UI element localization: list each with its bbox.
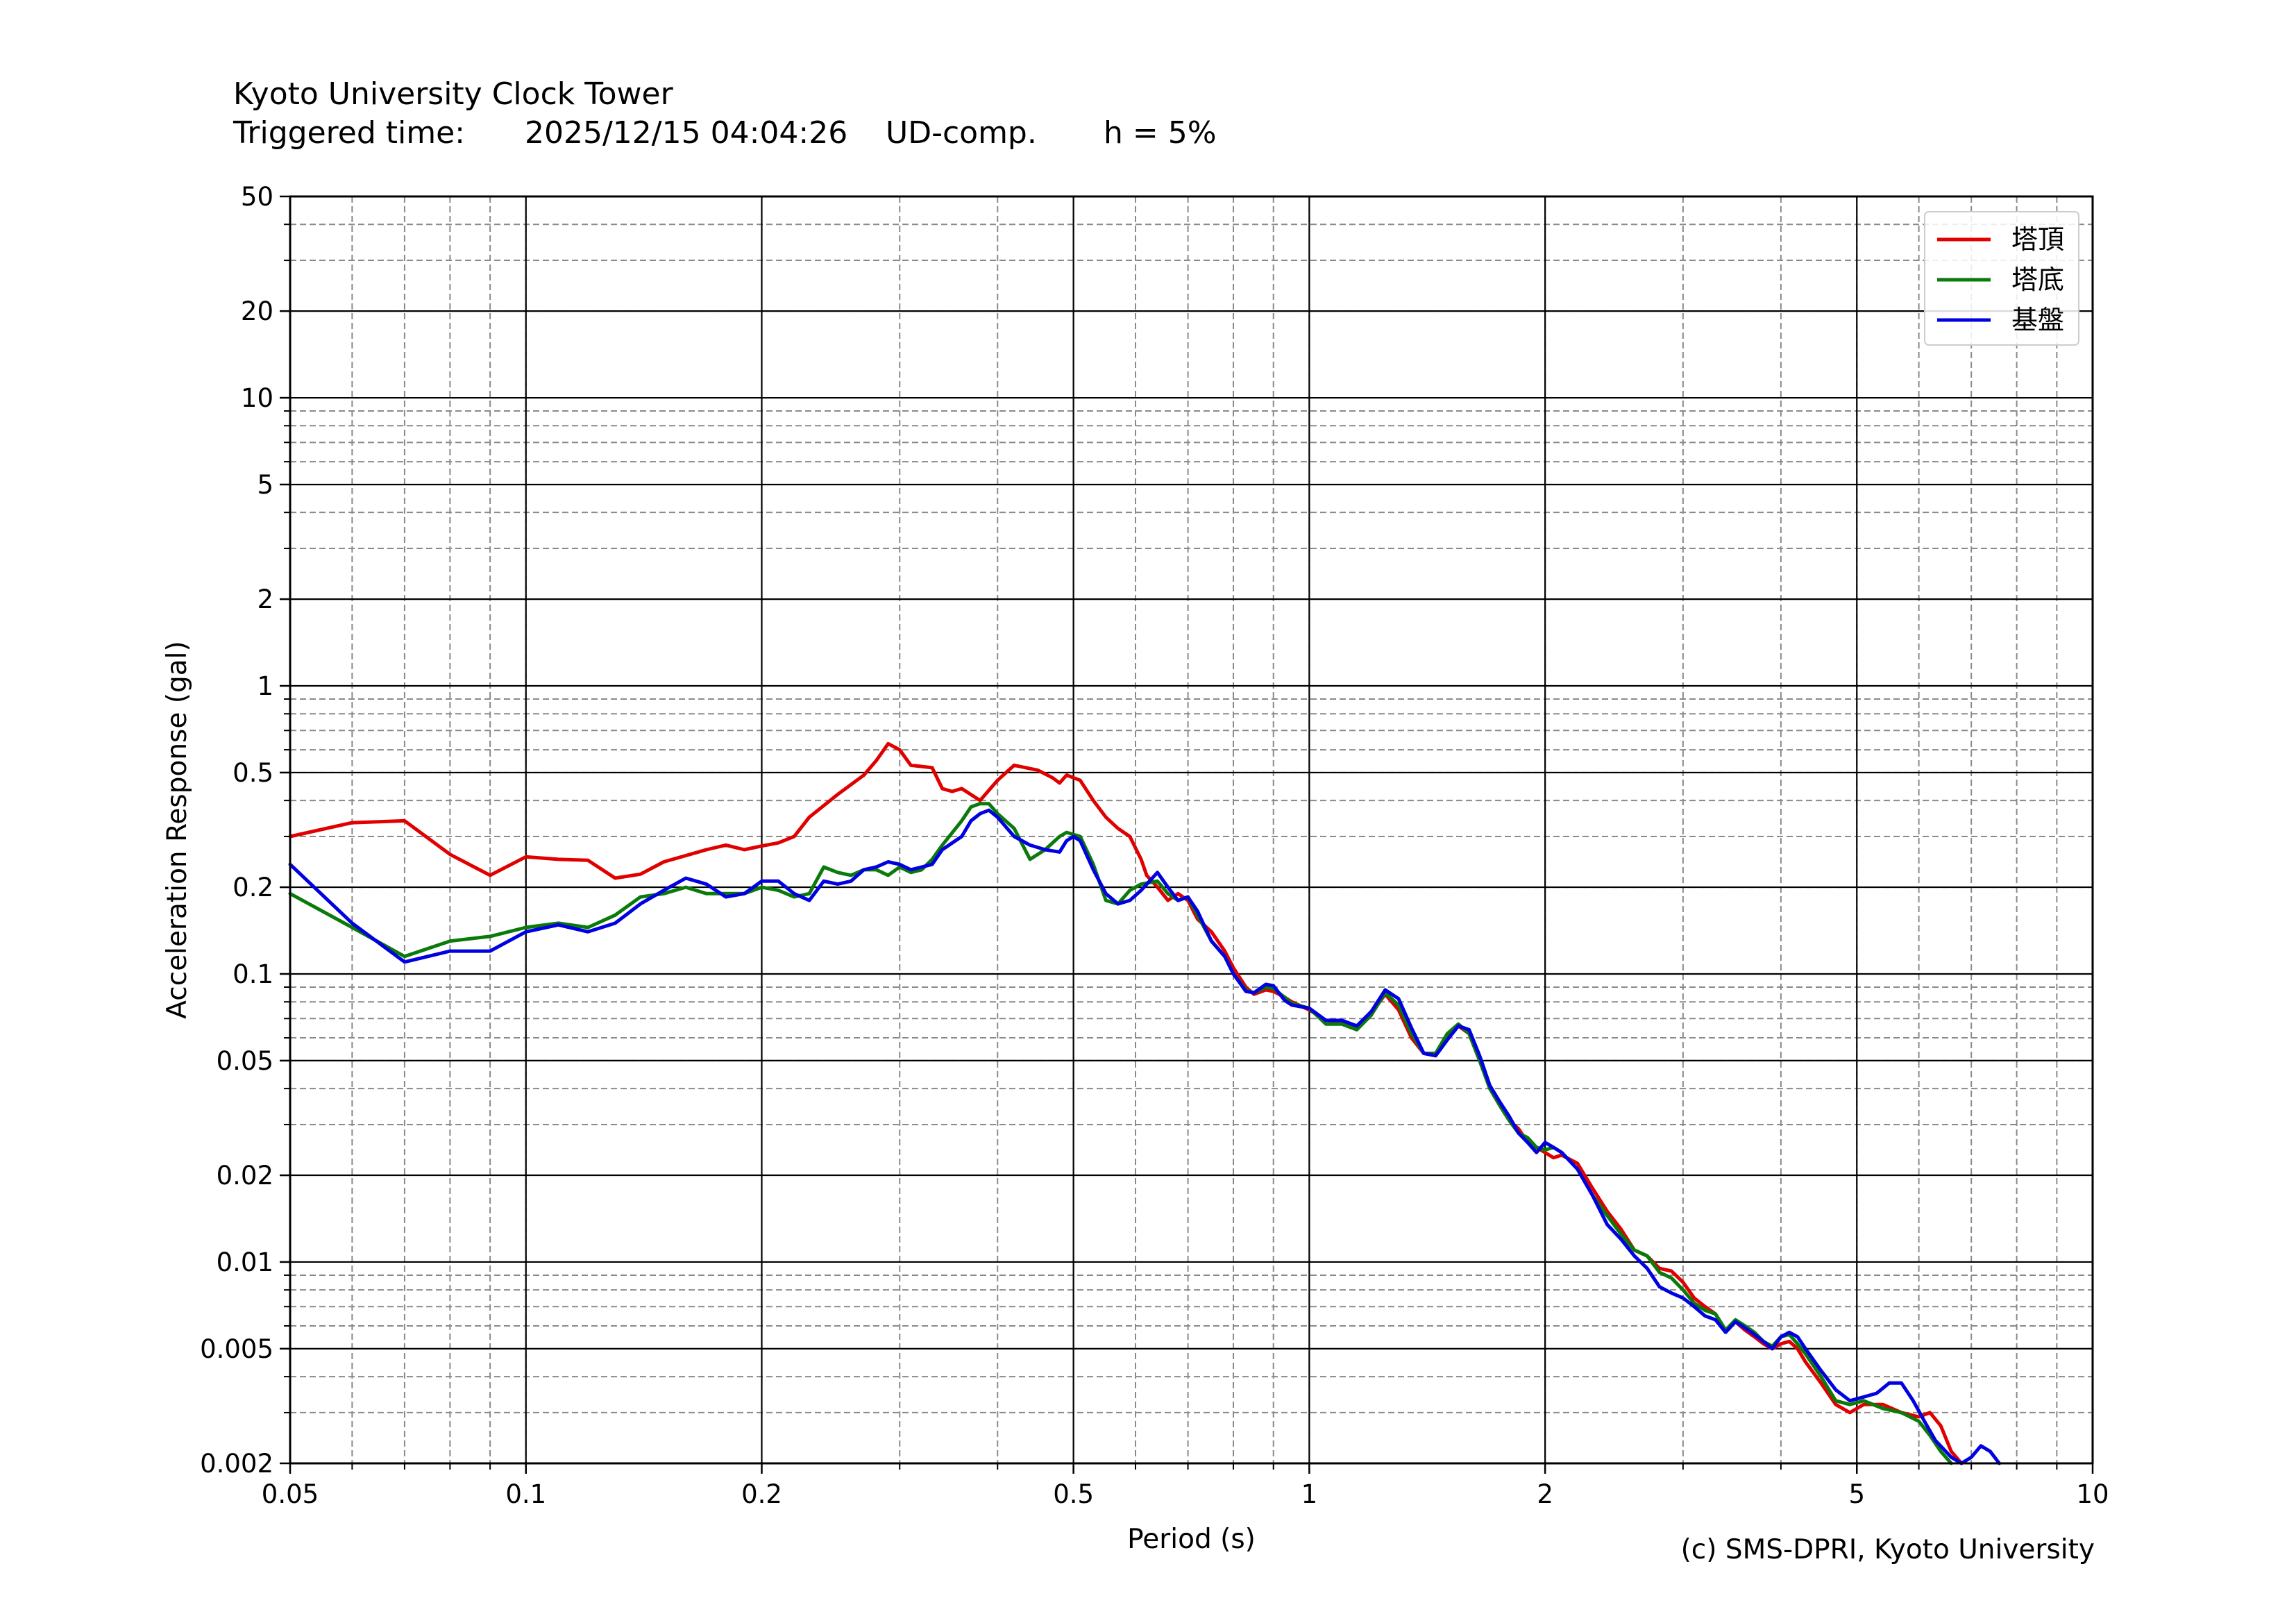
x-tick-label: 2 xyxy=(1537,1479,1553,1509)
y-tick-label: 0.02 xyxy=(217,1161,273,1191)
series-layer xyxy=(288,741,2001,1465)
chart-header: Kyoto University Clock Tower Triggered t… xyxy=(233,75,1217,153)
y-tick-label: 0.1 xyxy=(233,959,273,989)
x-tick-label: 5 xyxy=(1848,1479,1865,1509)
y-tick-label: 10 xyxy=(241,383,273,413)
y-tick-label: 0.002 xyxy=(200,1449,273,1479)
credit-text: (c) SMS-DPRI, Kyoto University xyxy=(1680,1534,2095,1565)
x-tick-label: 0.05 xyxy=(262,1479,319,1509)
x-tick-label: 0.5 xyxy=(1053,1479,1094,1509)
y-tick-label: 0.05 xyxy=(217,1046,273,1076)
x-axis-label: Period (s) xyxy=(1127,1524,1256,1555)
chart-title: Kyoto University Clock Tower xyxy=(233,76,673,112)
legend-label: 塔底 xyxy=(2011,264,2064,295)
component-label: UD-comp. xyxy=(886,115,1037,151)
y-tick-label: 2 xyxy=(257,585,273,614)
legend-label: 基盤 xyxy=(2011,305,2064,335)
y-tick-label: 0.5 xyxy=(233,758,273,788)
info-row: Triggered time: 2025/12/15 04:04:26 UD-com… xyxy=(233,114,1217,153)
damping-label: h = 5% xyxy=(1104,115,1217,151)
legend-box xyxy=(1924,211,2079,346)
y-tick-label: 20 xyxy=(241,296,273,326)
y-tick-label: 5 xyxy=(257,470,273,500)
x-tick-labels: 0.05 0.1 0.2 0.5 1 2 5 10 xyxy=(262,1479,2109,1509)
tick-marks xyxy=(280,195,2094,1474)
series-line-1 xyxy=(288,741,1964,1465)
x-tick-label: 0.1 xyxy=(505,1479,546,1509)
major-grid xyxy=(289,195,2094,1465)
x-tick-label: 0.2 xyxy=(741,1479,782,1509)
minor-grid xyxy=(289,196,2093,1464)
triggered-label: Triggered time: xyxy=(233,115,465,151)
x-tick-label: 1 xyxy=(1301,1479,1318,1509)
triggered-value: 2025/12/15 04:04:26 xyxy=(525,115,848,151)
y-tick-label: 1 xyxy=(257,671,273,701)
y-tick-label: 0.2 xyxy=(233,873,273,902)
y-tick-labels: 0.002 0.005 0.01 0.02 0.05 0.1 0.2 0.5 1 2 5 10 20 50 xyxy=(200,182,273,1479)
series-line-3 xyxy=(288,808,2001,1465)
y-tick-label: 0.01 xyxy=(217,1247,273,1277)
y-axis-label: Acceleration Response (gal) xyxy=(162,641,193,1018)
y-tick-label: 0.005 xyxy=(200,1334,273,1364)
x-tick-label: 10 xyxy=(2076,1479,2109,1509)
y-tick-label: 50 xyxy=(241,182,273,212)
legend-label: 塔頂 xyxy=(2011,224,2064,255)
plot-frame xyxy=(289,195,2094,1465)
title-row: Kyoto University Clock Tower xyxy=(233,75,1217,114)
